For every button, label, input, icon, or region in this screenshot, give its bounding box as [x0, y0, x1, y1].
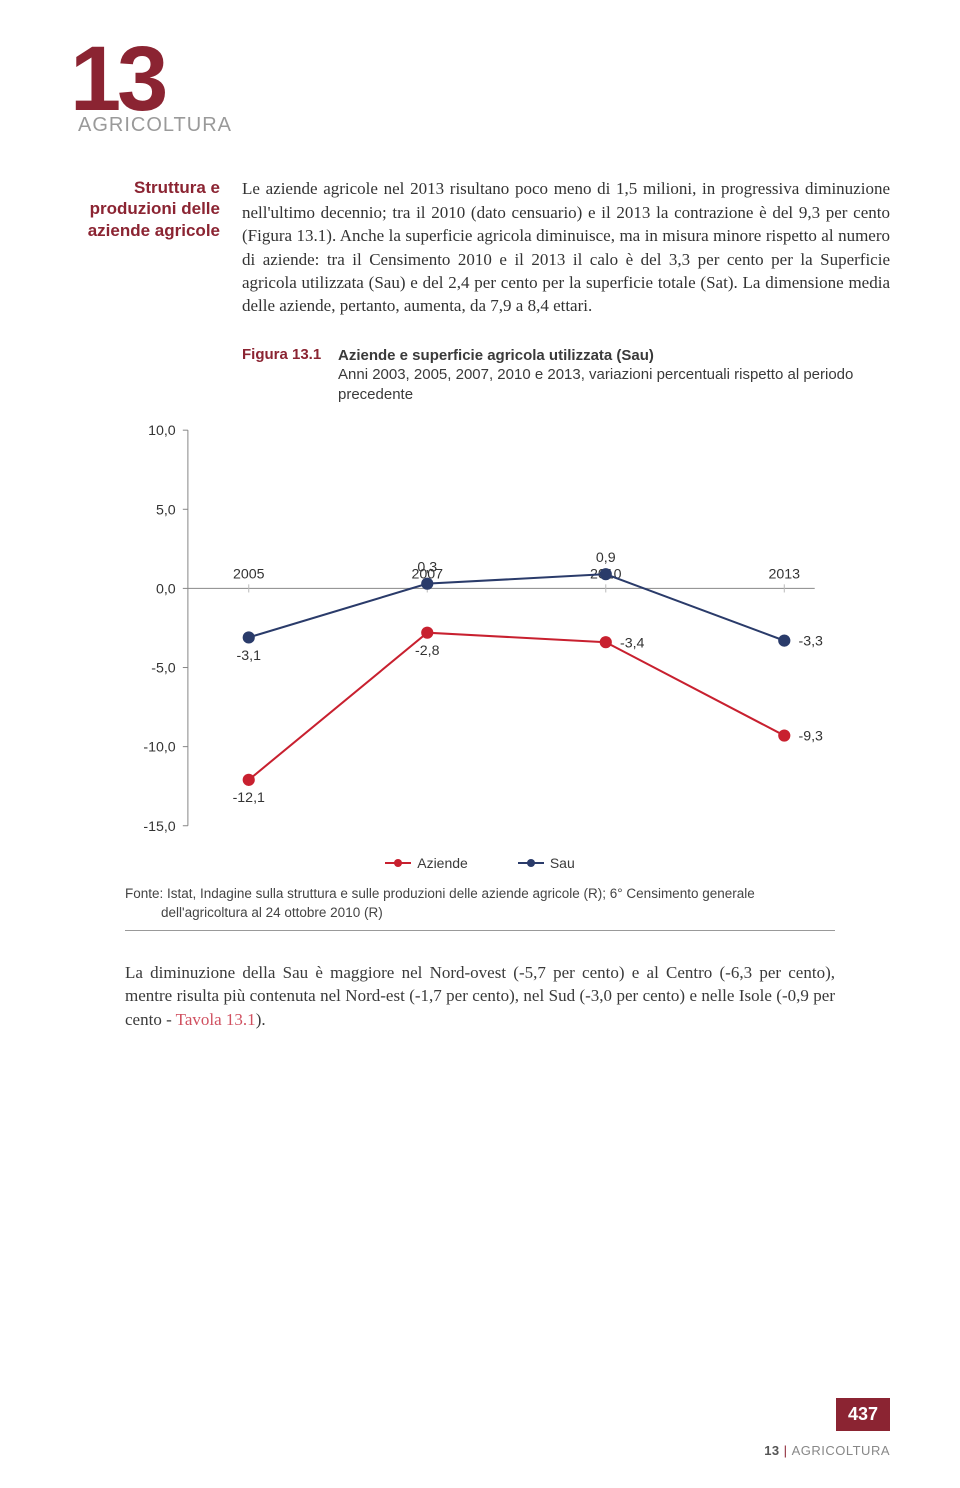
tavola-link[interactable]: Tavola 13.1 [176, 1010, 256, 1029]
svg-text:-3,4: -3,4 [620, 636, 645, 652]
line-chart: -15,0-10,0-5,00,05,010,02005200720102013… [125, 418, 835, 871]
figure-block: Figura 13.1 Aziende e superficie agricol… [242, 346, 890, 405]
legend-item: Aziende [385, 855, 468, 871]
body-paragraph-2: La diminuzione della Sau è maggiore nel … [125, 961, 835, 1031]
page-number: 437 [836, 1398, 890, 1431]
section-paragraph: Le aziende agricole nel 2013 risultano p… [242, 177, 890, 318]
chapter-number: 13 [70, 40, 890, 118]
svg-text:0,9: 0,9 [596, 550, 616, 566]
legend-label: Aziende [417, 855, 468, 871]
figure-source: Fonte: Istat, Indagine sulla struttura e… [125, 885, 835, 921]
footer-label: 13|AGRICOLTURA [764, 1443, 890, 1458]
legend-swatch [385, 862, 411, 864]
figure-label: Figura 13.1 [242, 346, 322, 405]
svg-text:0,0: 0,0 [156, 582, 176, 598]
legend-swatch [518, 862, 544, 864]
svg-text:-12,1: -12,1 [233, 791, 265, 807]
svg-text:0,3: 0,3 [417, 560, 437, 576]
chart-legend: Aziende Sau [125, 855, 835, 871]
svg-text:-5,0: -5,0 [151, 661, 176, 677]
svg-text:-2,8: -2,8 [415, 643, 440, 659]
footer-chtitle: AGRICOLTURA [792, 1443, 890, 1458]
chapter-header: 13 AGRICOLTURA [70, 40, 890, 137]
legend-item: Sau [518, 855, 575, 871]
chapter-title: AGRICOLTURA [78, 114, 890, 137]
svg-text:-3,1: -3,1 [237, 648, 262, 664]
figure-title-bold: Aziende e superficie agricola utilizzata… [338, 347, 654, 364]
legend-label: Sau [550, 855, 575, 871]
page-footer: 437 13|AGRICOLTURA [764, 1398, 890, 1458]
svg-text:-3,3: -3,3 [798, 634, 823, 650]
section-block: Struttura e produzioni delle aziende agr… [70, 177, 890, 318]
figure-title-rest: Anni 2003, 2005, 2007, 2010 e 2013, vari… [338, 366, 853, 403]
svg-text:-10,0: -10,0 [143, 740, 175, 756]
svg-text:10,0: 10,0 [148, 424, 176, 440]
divider [125, 930, 835, 931]
svg-text:5,0: 5,0 [156, 503, 176, 519]
figure-title: Aziende e superficie agricola utilizzata… [338, 346, 890, 405]
svg-text:2013: 2013 [769, 567, 801, 583]
svg-text:-15,0: -15,0 [143, 819, 175, 835]
body2-post: ). [256, 1010, 266, 1029]
svg-text:-9,3: -9,3 [798, 729, 823, 745]
svg-text:2005: 2005 [233, 567, 265, 583]
footer-chnum: 13 [764, 1443, 779, 1458]
section-side-label: Struttura e produzioni delle aziende agr… [70, 177, 220, 318]
